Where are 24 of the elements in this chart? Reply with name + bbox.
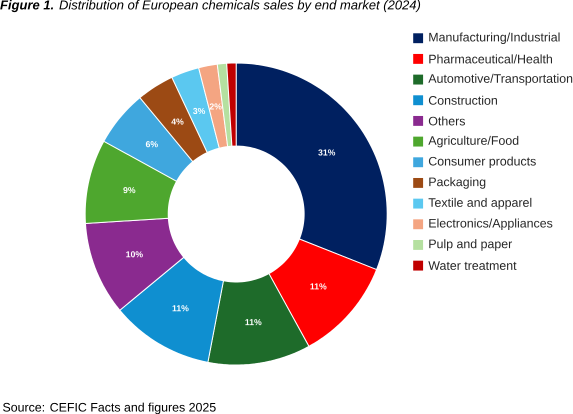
data-label: 2% [210, 103, 222, 110]
legend-label: Electronics/Appliances [429, 218, 552, 230]
chart-title: Figure 1. Distribution of European chemicals sales by end market (2024) [0, 0, 420, 12]
legend-label: Textile and apparel [428, 198, 532, 210]
data-label: 10% [126, 251, 143, 258]
legend-label: Construction [428, 96, 497, 105]
legend-label: Packaging [429, 177, 486, 189]
legend-label: Manufacturing/Industrial [429, 32, 560, 44]
legend-label: Others [428, 116, 465, 126]
legend-label: Water treatment [428, 261, 516, 270]
data-label: 31% [318, 149, 336, 156]
legend-label: Pharmaceutical/Health [429, 54, 552, 64]
data-label: 11% [172, 305, 189, 312]
legend-label: Consumer products [428, 156, 536, 168]
legend-label: Agriculture/Food [428, 136, 518, 148]
source-note: Source: CEFIC Facts and figures 2025 [3, 402, 216, 414]
data-label: 4% [171, 118, 184, 125]
data-label: 11% [245, 319, 262, 326]
data-label: 11% [310, 283, 327, 290]
data-label: 6% [146, 141, 158, 148]
data-label: 3% [193, 108, 206, 114]
legend-label: Automotive/Transportation [428, 74, 572, 86]
legend-label: Pulp and paper [429, 239, 512, 251]
data-label: 9% [123, 187, 136, 194]
